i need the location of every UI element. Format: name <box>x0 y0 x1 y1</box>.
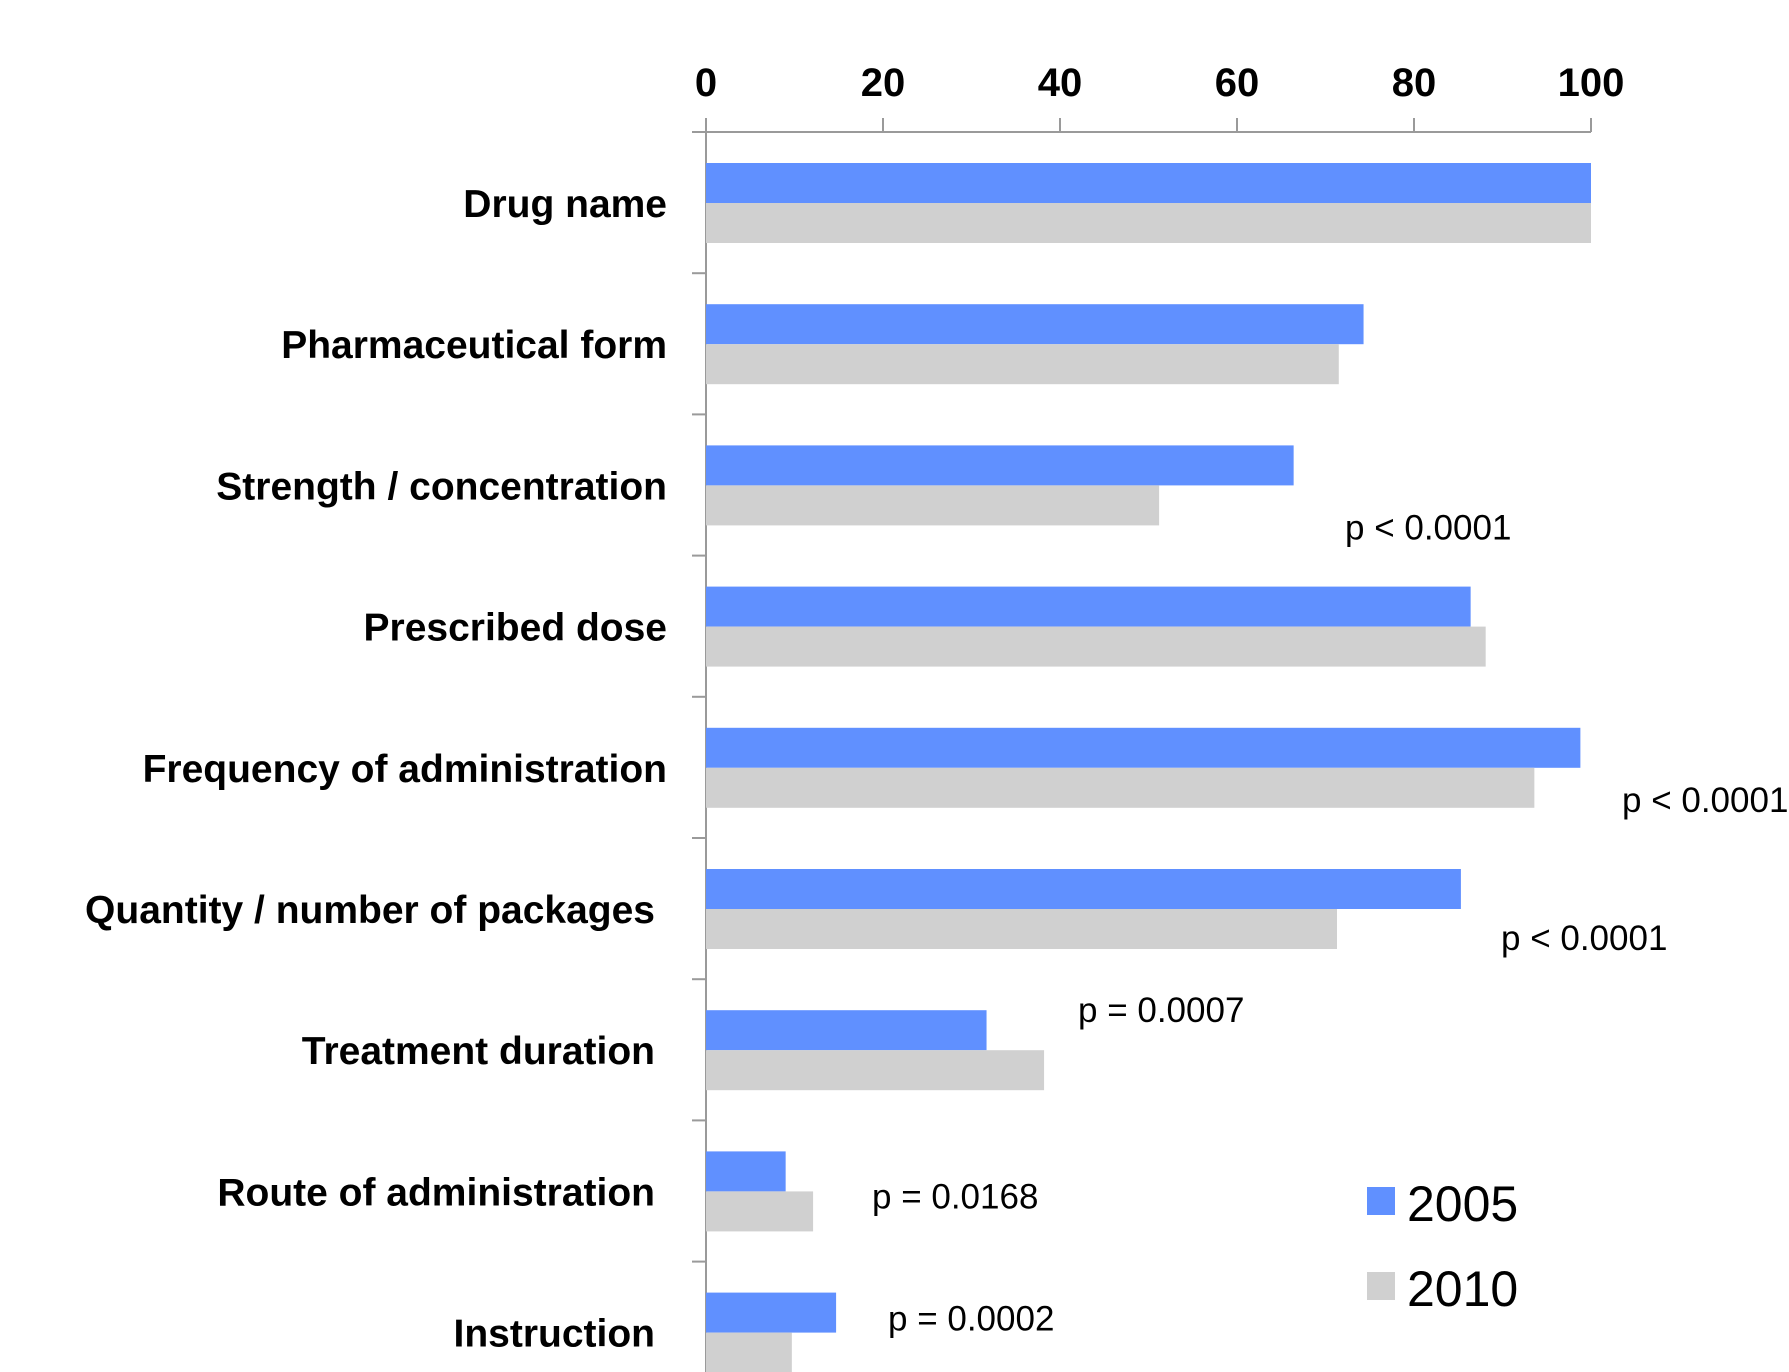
category-label: Quantity / number of packages <box>85 889 655 932</box>
y-axis <box>692 132 707 1372</box>
category-labels: Drug name Pharmaceutical form Strength / c… <box>85 183 667 1356</box>
bar-2005 <box>706 1151 786 1192</box>
bar-2010 <box>706 767 1535 808</box>
bar-2010 <box>706 1050 1045 1091</box>
bar-2005 <box>706 1010 987 1051</box>
bar-2010 <box>706 1191 814 1232</box>
p-value-label: p < 0.0001 <box>1345 508 1511 547</box>
category-label: Treatment duration <box>302 1030 655 1073</box>
category-label: Pharmaceutical form <box>281 324 667 367</box>
bar-2005 <box>706 586 1471 627</box>
x-tick-label: 40 <box>1038 61 1083 105</box>
category-label: Frequency of administration <box>143 748 667 791</box>
category-label: Drug name <box>463 183 667 226</box>
bar-2005 <box>706 445 1294 486</box>
x-tick-label: 100 <box>1558 61 1625 105</box>
x-tick-label: 20 <box>861 61 906 105</box>
p-value-label: p = 0.0168 <box>872 1177 1038 1216</box>
bar-2010 <box>706 203 1591 243</box>
p-value-label: p < 0.0001 <box>1501 919 1667 958</box>
x-tick-label: 0 <box>695 61 717 105</box>
p-value-label: p = 0.0002 <box>888 1300 1054 1339</box>
x-axis: 0 20 40 60 80 100 <box>692 61 1625 133</box>
bar-2005 <box>706 869 1461 909</box>
category-label: Strength / concentration <box>216 465 667 508</box>
bar-2005 <box>706 727 1581 768</box>
bar-2005 <box>706 163 1591 203</box>
p-value-annotations: p < 0.0001 p < 0.0001 p < 0.0001 p = 0.0007… <box>872 508 1788 1338</box>
x-tick-label: 80 <box>1392 61 1437 105</box>
category-label: Instruction <box>454 1313 656 1356</box>
bar-2005 <box>706 304 1364 345</box>
p-value-label: p = 0.0007 <box>1078 991 1244 1030</box>
x-tick-label: 60 <box>1215 61 1260 105</box>
legend: 2005 2010 <box>1367 1176 1518 1317</box>
category-label: Route of administration <box>217 1171 655 1214</box>
bar-2010 <box>706 626 1486 667</box>
bar-2010 <box>706 344 1339 385</box>
bar-2010 <box>706 909 1338 949</box>
bar-2005 <box>706 1292 837 1333</box>
legend-label: 2010 <box>1407 1261 1518 1317</box>
bar-2010 <box>706 1332 792 1372</box>
p-value-label: p < 0.0001 <box>1622 781 1788 820</box>
bars <box>706 163 1591 1372</box>
legend-swatch <box>1367 1187 1395 1215</box>
legend-label: 2005 <box>1407 1176 1518 1232</box>
category-label: Prescribed dose <box>364 607 667 650</box>
legend-swatch <box>1367 1272 1395 1300</box>
bar-2010 <box>706 485 1160 526</box>
